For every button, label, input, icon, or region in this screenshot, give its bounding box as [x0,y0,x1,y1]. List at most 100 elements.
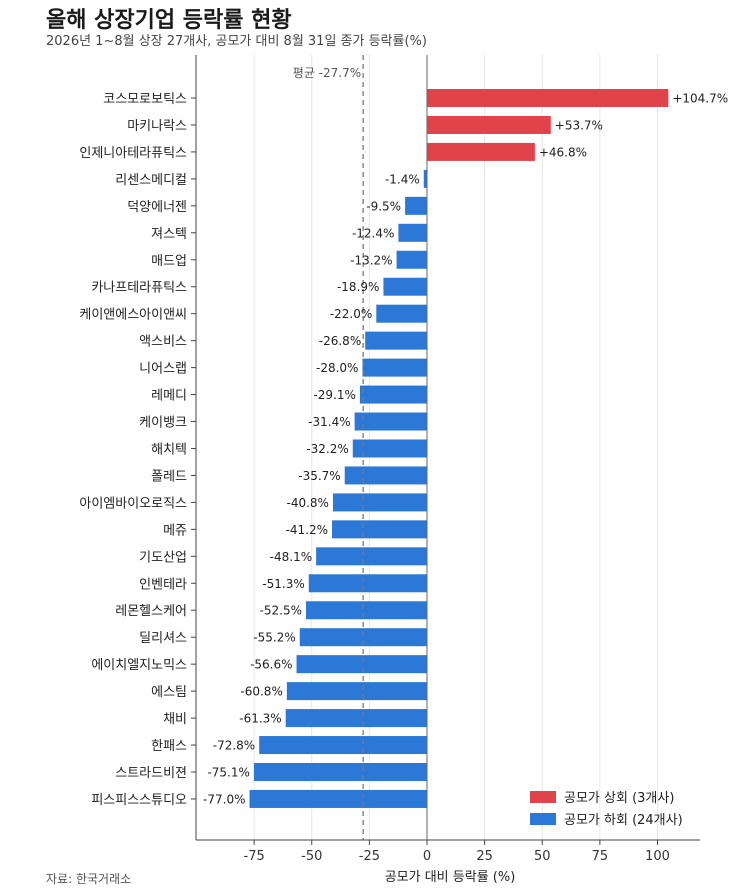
data-label: -77.0% [203,792,245,806]
category-label: 아이엠바이오로직스 [79,496,187,511]
legend: 공모가 상회 (3개사) 공모가 하회 (24개사) [530,791,683,828]
data-label: -1.4% [385,172,420,186]
category-label: 피스피스스튜디오 [91,793,187,808]
data-label: -51.3% [262,577,304,591]
bar [352,439,427,458]
data-label: -40.8% [287,496,329,510]
x-tick-label: 75 [592,849,609,864]
bar [249,789,427,808]
category-label: 레몬헬스케어 [115,604,187,619]
data-label: -9.5% [366,199,401,213]
category-label: 액스비스 [139,335,187,350]
category-label: 스트라드비젼 [115,766,187,781]
data-label: -61.3% [239,712,281,726]
bars [249,89,669,808]
bar [427,115,551,134]
category-label: 인벤테라 [139,577,187,592]
bar [362,358,427,377]
category-label: 메쥬 [163,523,187,538]
y-axis-category-labels: 코스모로보틱스마키나락스인제니아테라퓨틱스리센스메디컬덕양에너젠져스텍매드업카나… [79,92,196,808]
chart-title: 올해 상장기업 등락률 현황 [46,8,292,33]
category-label: 에이치엘지노믹스 [91,658,187,673]
category-label: 카나프테라퓨틱스 [91,281,187,296]
category-label: 기도산업 [139,550,187,565]
data-label: +46.8% [539,145,587,159]
category-label: 인제니아테라퓨틱스 [79,146,187,161]
data-label: -72.8% [213,739,255,753]
data-label: -22.0% [330,307,372,321]
bar [332,520,427,539]
legend-label-up: 공모가 상회 (3개사) [564,791,674,806]
bar [316,547,427,566]
source-note: 자료: 한국거래소 [46,872,132,886]
x-tick-label: -50 [301,849,322,864]
bar [427,142,535,161]
bar [365,331,427,350]
data-label: +53.7% [555,118,603,132]
data-label: -35.7% [298,469,340,483]
bar [308,574,427,593]
bar [354,412,427,431]
data-labels: +104.7% +53.7% +46.8% -1.4% -9.5% -12.4% -13.2… [203,92,728,807]
data-label: -13.2% [350,253,392,267]
data-label: -29.1% [313,388,355,402]
data-label: -12.4% [352,226,394,240]
bar [398,223,427,242]
data-label: -52.5% [260,604,302,618]
bar [332,493,427,512]
data-label: -18.9% [337,280,379,294]
data-label: -60.8% [240,685,282,699]
bar [376,304,427,323]
category-label: 한패스 [151,739,187,754]
bar [359,385,427,404]
data-label: -48.1% [270,550,312,564]
bar [344,466,427,485]
bar [296,655,427,674]
x-axis-ticks: -75 -50 -25 0 25 50 75 100 [244,840,670,864]
legend-swatch-up [530,791,556,803]
category-label: 딜리셔스 [139,631,187,646]
category-label: 폴레드 [151,469,187,484]
data-label: +104.7% [672,92,728,106]
data-label: -26.8% [319,334,361,348]
mean-label: 평균 -27.7% [293,66,361,80]
category-label: 채비 [163,712,187,727]
bar [423,169,427,188]
bar [253,763,427,781]
category-label: 져스텍 [151,227,187,242]
x-tick-label: 25 [476,849,493,864]
data-label: -41.2% [286,523,328,537]
chart-subtitle: 2026년 1~8월 상장 27개사, 공모가 대비 8월 31일 종가 등락률… [46,34,427,49]
category-label: 에스팀 [151,685,187,700]
category-label: 해치텍 [151,442,187,457]
bar [299,628,427,647]
bar [383,277,427,296]
bar [396,250,427,269]
data-label: -75.1% [207,766,249,780]
category-label: 레메디 [151,389,187,404]
bar [405,196,427,215]
category-label: 니어스랩 [139,362,187,377]
data-label: -56.6% [250,658,292,672]
x-tick-label: 50 [534,849,551,864]
category-label: 마키나락스 [127,119,187,134]
data-label: -31.4% [308,415,350,429]
bar [427,89,669,107]
category-label: 매드업 [151,254,187,269]
category-label: 덕양에너젠 [127,200,187,215]
data-label: -32.2% [306,442,348,456]
x-axis-label: 공모가 대비 등락률 (%) [385,870,516,885]
category-label: 케이앤에스아이앤씨 [79,308,187,323]
category-label: 케이뱅크 [139,416,187,431]
category-label: 리센스메디컬 [115,173,187,188]
x-tick-label: -75 [244,849,265,864]
x-tick-label: -25 [359,849,380,864]
bar [305,601,427,620]
bar [259,736,427,755]
bar [285,709,427,728]
data-label: -55.2% [253,631,295,645]
legend-label-down: 공모가 하회 (24개사) [564,813,683,828]
category-label: 코스모로보틱스 [103,92,187,107]
x-tick-label: 0 [423,849,431,864]
